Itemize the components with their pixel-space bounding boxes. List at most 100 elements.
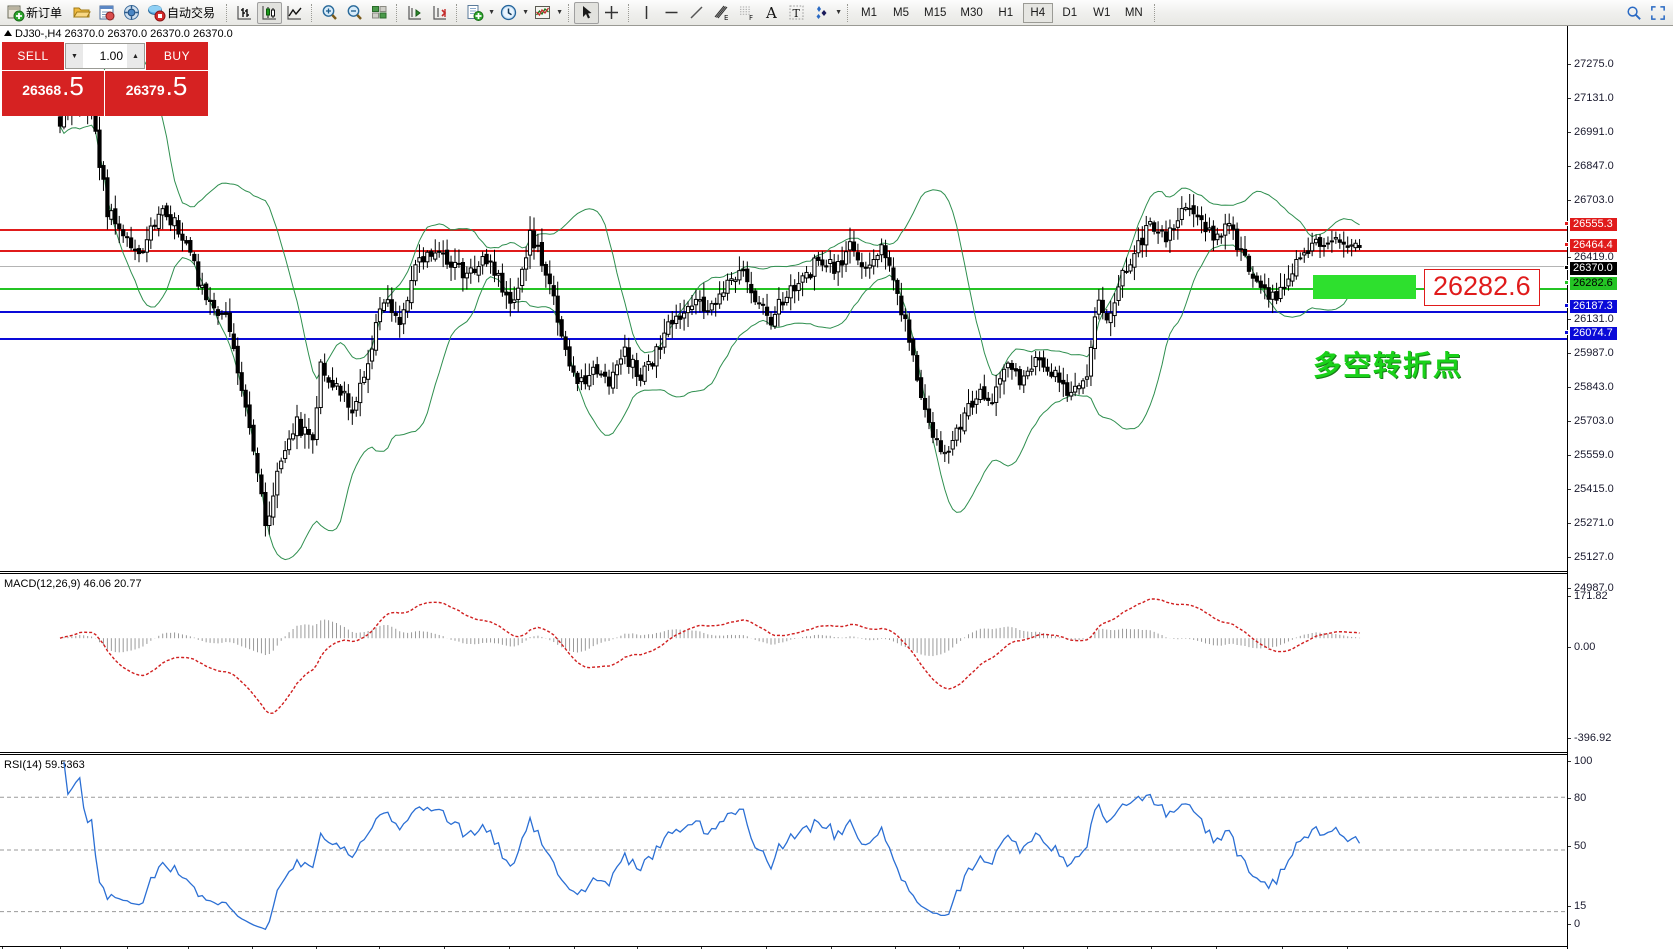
volume-decrease-arrow[interactable]: ▼: [66, 44, 83, 68]
toolbar-separator: [311, 3, 313, 22]
text-box-icon[interactable]: T: [784, 2, 809, 24]
crosshair-icon[interactable]: [599, 2, 624, 24]
chart-shift-icon[interactable]: [402, 2, 427, 24]
timeframe-h1[interactable]: H1: [998, 6, 1014, 19]
price-tick-252710: 25271.0: [1568, 518, 1614, 529]
buy-button[interactable]: BUY: [146, 42, 208, 70]
support-line-26187[interactable]: [0, 311, 1567, 313]
turning-point-annotation[interactable]: 多空转折点: [1313, 349, 1464, 382]
price-callout-annotation[interactable]: 26282.6: [1424, 269, 1540, 306]
trendline-icon[interactable]: [684, 2, 709, 24]
pane-divider-rsi[interactable]: [0, 752, 1567, 755]
templates-icon[interactable]: [462, 2, 487, 24]
main-toolbar: 新订单: [0, 0, 1673, 26]
trade-panel-top-row: SELL ▼ 1.00 ▲ BUY: [2, 42, 208, 70]
volume-stepper[interactable]: ▼ 1.00 ▲: [65, 43, 145, 69]
candlestick-chart-icon[interactable]: [257, 1, 283, 24]
timeframe-m5[interactable]: M5: [893, 6, 910, 19]
toolbar-separator: [847, 3, 849, 22]
toolbar-separator: [568, 3, 570, 22]
price-tick-264190: 26419.0: [1568, 252, 1614, 263]
price-tick-261873[interactable]: 26187.3: [1564, 300, 1617, 313]
price-tick-262826[interactable]: 26282.6: [1564, 277, 1617, 290]
sell-price-cell[interactable]: 26368 .5: [2, 70, 105, 116]
level-marker[interactable]: [1564, 221, 1569, 226]
buy-price-cell[interactable]: 26379 .5: [105, 70, 208, 116]
pivot-line-26282[interactable]: [0, 288, 1567, 290]
fullscreen-icon[interactable]: [1646, 2, 1670, 24]
line-chart-icon[interactable]: [282, 2, 307, 24]
toolbar-separator: [628, 3, 630, 22]
folder-icon[interactable]: [69, 2, 94, 24]
price-tick-260747[interactable]: 26074.7: [1564, 327, 1617, 340]
data-window-icon[interactable]: [94, 2, 119, 24]
price-tick-258430: 25843.0: [1568, 382, 1614, 393]
level-marker[interactable]: [1564, 330, 1569, 335]
volume-input[interactable]: 1.00: [83, 44, 127, 68]
rsi-tick-80: 80: [1568, 793, 1586, 804]
rsi-tick-15: 15: [1568, 901, 1586, 912]
highlight-rectangle[interactable]: [1313, 275, 1416, 299]
timeframe-m15[interactable]: M15: [924, 6, 947, 19]
new-order-button[interactable]: 新订单: [3, 2, 69, 24]
level-marker[interactable]: [1564, 303, 1569, 308]
price-pane[interactable]: 26282.6 多空转折点: [0, 26, 1567, 571]
time-axis[interactable]: 29 Jul 201930 Jul 16:001 Aug 00:002 Aug …: [0, 946, 1567, 949]
timeframe-mn[interactable]: MN: [1124, 6, 1143, 19]
collapse-triangle-icon[interactable]: [4, 30, 12, 36]
timeframe-m30[interactable]: M30: [960, 6, 983, 19]
indicators-icon[interactable]: [530, 2, 555, 24]
macd-tick-39692: -396.92: [1568, 733, 1611, 744]
objects-icon[interactable]: [809, 2, 834, 24]
sell-button[interactable]: SELL: [2, 42, 64, 70]
macd-pane[interactable]: MACD(12,26,9) 46.06 20.77: [0, 575, 1567, 752]
auto-trading-label: 自动交易: [167, 6, 216, 20]
tile-windows-icon[interactable]: [367, 2, 392, 24]
support-line-26074[interactable]: [0, 338, 1567, 340]
text-label-icon[interactable]: A: [759, 2, 784, 24]
timeframe-h4[interactable]: H4: [1022, 2, 1053, 23]
horizontal-line-icon[interactable]: [659, 2, 684, 24]
indicators-dropdown-arrow[interactable]: ▼: [556, 8, 563, 16]
period-icon[interactable]: [496, 2, 521, 24]
rsi-pane[interactable]: RSI(14) 59.5363: [0, 756, 1567, 946]
price-tick-265553[interactable]: 26555.3: [1564, 218, 1617, 231]
fibonacci-icon[interactable]: F: [734, 2, 759, 24]
symbol-ohlc-bar: DJ30-,H4 26370.0 26370.0 26370.0 26370.0: [4, 28, 233, 40]
price-tick-259870: 25987.0: [1568, 348, 1614, 359]
resistance-line-26464[interactable]: [0, 250, 1567, 252]
level-marker[interactable]: [1564, 242, 1569, 247]
equidistant-channel-icon[interactable]: E: [709, 2, 734, 24]
navigator-icon[interactable]: [119, 2, 144, 24]
price-tick-254150: 25415.0: [1568, 484, 1614, 495]
zoom-in-icon[interactable]: [317, 2, 342, 24]
zoom-out-icon[interactable]: [342, 2, 367, 24]
objects-dropdown-arrow[interactable]: ▼: [835, 8, 842, 16]
resistance-line-26555[interactable]: [0, 229, 1567, 231]
timeframe-w1[interactable]: W1: [1093, 6, 1111, 19]
one-click-trading-panel[interactable]: SELL ▼ 1.00 ▲ BUY 26368 .5 26379 .5: [2, 42, 208, 116]
level-marker[interactable]: [1564, 265, 1569, 270]
price-scale[interactable]: 27275.0 27131.0 26991.0 26847.0 26703.0 26555…: [1564, 26, 1673, 949]
pane-divider-macd[interactable]: [0, 571, 1567, 574]
timeframe-d1[interactable]: D1: [1062, 6, 1078, 19]
auto-scroll-icon[interactable]: [427, 2, 452, 24]
auto-trading-button[interactable]: 自动交易: [144, 2, 222, 24]
svg-text:E: E: [724, 14, 728, 22]
vertical-line-icon[interactable]: [634, 2, 659, 24]
templates-dropdown-arrow[interactable]: ▼: [488, 8, 495, 16]
volume-increase-arrow[interactable]: ▲: [127, 44, 144, 68]
period-dropdown-arrow[interactable]: ▼: [522, 8, 529, 16]
sell-price-integer: 26368: [22, 82, 62, 98]
macd-label: MACD(12,26,9) 46.06 20.77: [4, 578, 142, 590]
price-tick-268470: 26847.0: [1568, 161, 1614, 172]
search-icon[interactable]: [1622, 2, 1646, 24]
timeframe-m1[interactable]: M1: [861, 6, 878, 19]
price-tick-264644[interactable]: 26464.4: [1564, 239, 1617, 252]
rsi-tick-100: 100: [1568, 756, 1592, 767]
level-marker[interactable]: [1564, 280, 1569, 285]
cursor-icon[interactable]: [574, 1, 600, 24]
chart-area[interactable]: DJ30-,H4 26370.0 26370.0 26370.0 26370.0…: [0, 26, 1673, 949]
bar-chart-icon[interactable]: [232, 2, 257, 24]
price-tick-263700[interactable]: 26370.0: [1564, 262, 1617, 275]
